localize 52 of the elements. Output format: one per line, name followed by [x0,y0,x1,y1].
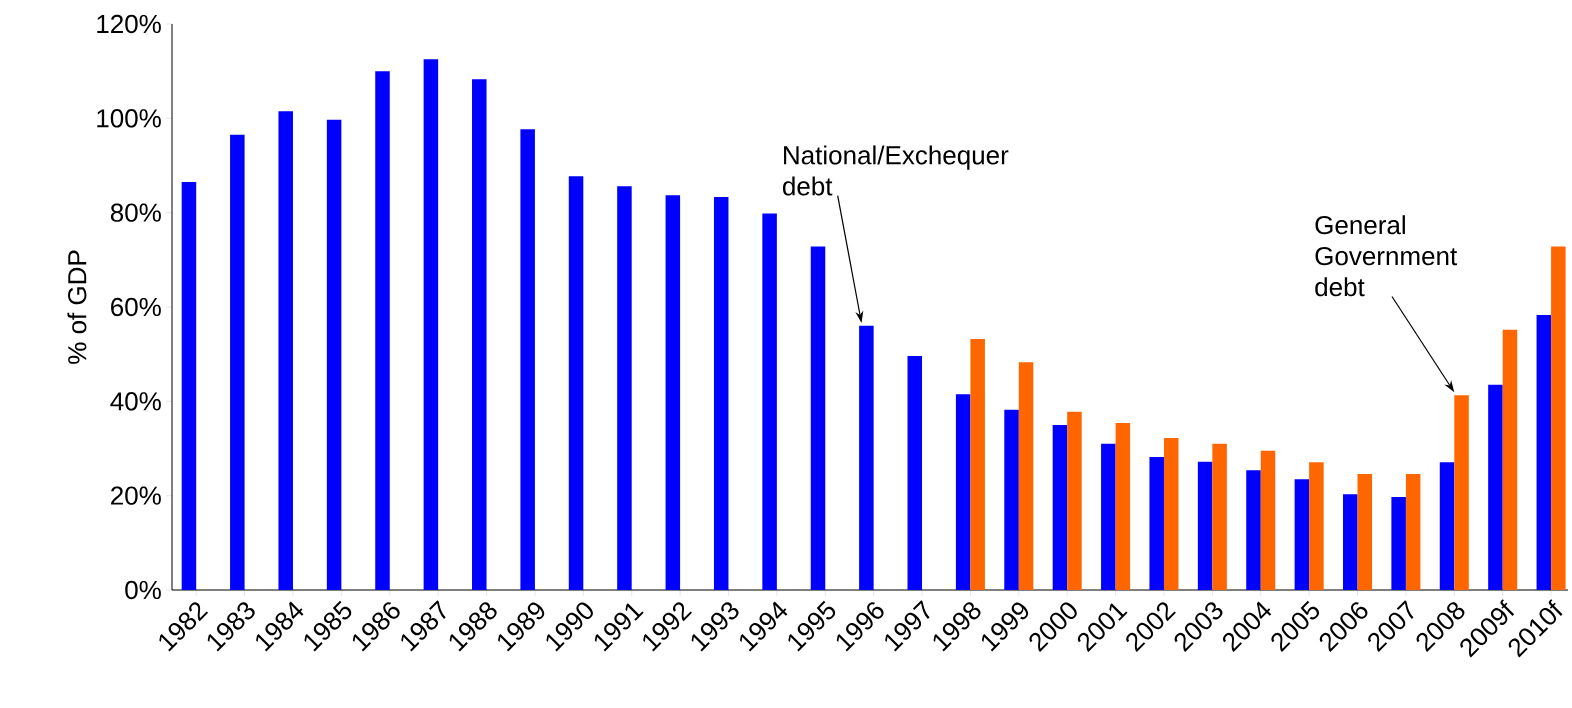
y-tick-label: 60% [111,297,161,317]
bar [423,59,439,590]
y-tick-label: 20% [111,486,161,505]
bar [1343,494,1358,590]
bar [1405,473,1421,590]
bar [1439,462,1455,590]
bar [762,213,777,590]
y-tick-label: 100% [97,109,161,128]
bar [859,325,874,590]
bar [1536,315,1552,590]
bar [907,356,923,590]
y-axis-title: % of GDP [67,250,87,364]
bar [665,195,681,590]
bar [326,119,342,590]
bar [1149,456,1164,590]
bar [617,186,632,590]
bar [568,176,584,590]
y-tick-label: 120% [97,14,161,34]
y-tick-label: 40% [110,392,161,411]
bar [1101,443,1116,590]
bar [375,71,390,590]
bar [955,394,971,590]
bar [1115,423,1131,590]
bar [810,246,826,590]
bar [1309,462,1324,590]
bar [970,339,985,590]
bar [1246,470,1261,590]
bar [1488,384,1503,590]
bar [1067,411,1082,590]
bar [1357,473,1373,590]
bar [713,197,729,590]
bar [1018,362,1034,590]
bar [1163,438,1179,590]
bar [520,129,535,590]
bar [1294,479,1310,590]
bar [230,134,245,590]
y-tick-label: 80% [110,203,161,222]
bar [1502,329,1518,590]
bar [1391,497,1406,590]
y-tick-label: 0% [125,580,161,600]
bar [278,111,293,590]
bar [1212,443,1227,590]
bar [472,79,487,590]
bar [1052,424,1068,590]
bar [1454,395,1469,590]
annotation: General Government debt [1315,215,1458,297]
annotation: National/Exchequer debt [783,145,1009,196]
bar [1551,246,1566,590]
bar [1260,450,1276,590]
bar [181,182,197,590]
bar [1004,409,1019,590]
bar [1197,461,1213,590]
